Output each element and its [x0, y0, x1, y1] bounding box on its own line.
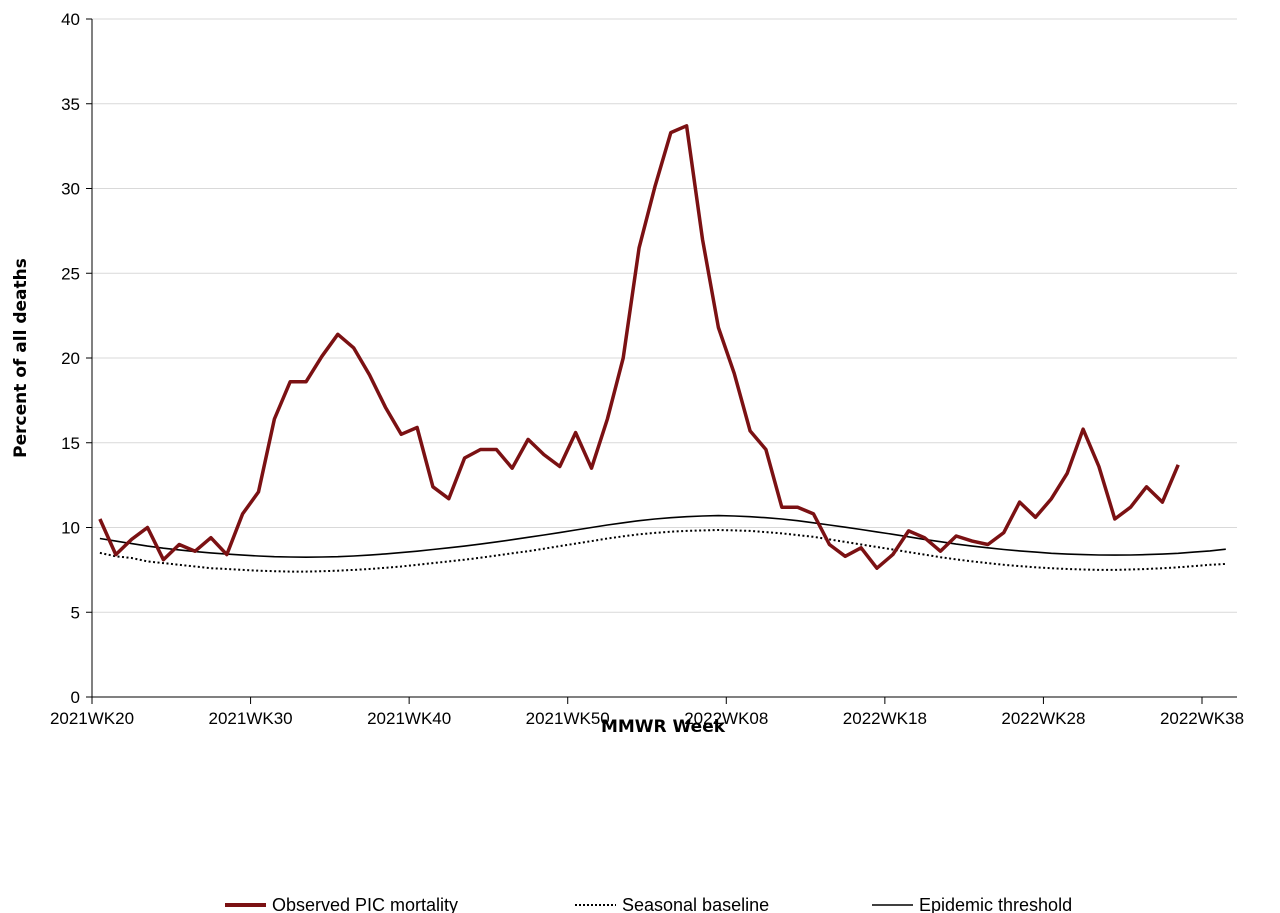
y-tick-label: 35: [61, 95, 80, 114]
y-tick-labels: 0 5 10 15 20 25 30 35 40: [61, 10, 80, 707]
x-tick-label: 2022WK28: [1001, 709, 1085, 728]
y-tick-label: 0: [71, 688, 80, 707]
y-tick-label: 15: [61, 434, 80, 453]
x-tick-label: 2021WK20: [50, 709, 134, 728]
x-tick-label: 2021WK40: [367, 709, 451, 728]
y-tick-label: 25: [61, 264, 80, 283]
legend-label-baseline: Seasonal baseline: [622, 895, 769, 913]
y-tick-label: 5: [71, 603, 80, 622]
y-tick-label: 10: [61, 519, 80, 538]
legend-label-threshold: Epidemic threshold: [919, 895, 1072, 913]
x-tick-label: 2021WK50: [526, 709, 610, 728]
y-tick-label: 30: [61, 180, 80, 199]
axes: [86, 18, 1237, 704]
x-tick-labels: 2021WK20 2021WK30 2021WK40 2021WK50 2022WK08…: [50, 709, 1244, 728]
series-observed-pic-mortality-line: [98, 124, 1180, 570]
y-tick-label: 40: [61, 10, 80, 29]
x-tick-label: 2021WK30: [209, 709, 293, 728]
x-tick-label: 2022WK08: [684, 709, 768, 728]
series-seasonal-baseline-line: [99, 528, 1226, 573]
x-axis-title: MMWR Week: [601, 717, 726, 737]
y-axis-title: Percent of all deaths: [11, 258, 31, 458]
legend-label-observed: Observed PIC mortality: [272, 895, 458, 913]
series-epidemic-threshold-line: [99, 514, 1226, 559]
x-tick-label: 2022WK38: [1160, 709, 1244, 728]
x-tick-label: 2022WK18: [843, 709, 927, 728]
series-layer: [98, 124, 1226, 573]
gridlines: [92, 18, 1237, 613]
y-tick-label: 20: [61, 349, 80, 368]
legend: Observed PIC mortality Seasonal baseline…: [225, 895, 1072, 913]
